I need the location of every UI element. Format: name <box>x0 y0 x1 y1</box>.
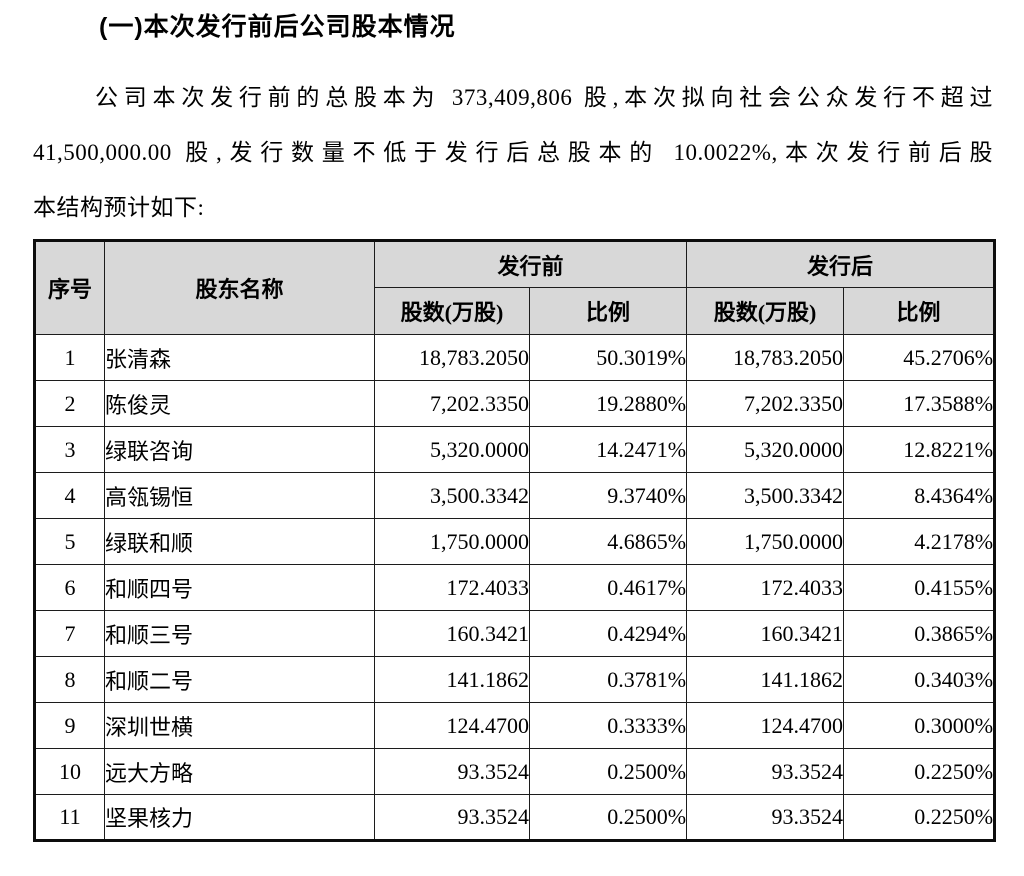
cell-post-shares: 93.3524 <box>686 748 845 795</box>
cell-shareholder-name: 和顺二号 <box>104 656 375 703</box>
cell-pre-shares: 7,202.3350 <box>374 380 530 427</box>
col-header-post-ratio: 比例 <box>843 287 996 335</box>
cell-post-ratio: 0.3865% <box>843 610 996 657</box>
cell-post-shares: 172.4033 <box>686 564 845 611</box>
cell-shareholder-name: 和顺三号 <box>104 610 375 657</box>
cell-pre-ratio: 4.6865% <box>528 518 688 565</box>
table-row: 4 高瓴锡恒 3,500.3342 9.3740% 3,500.3342 8.4… <box>34 472 996 519</box>
section-heading: (一)本次发行前后公司股本情况 <box>99 13 456 41</box>
table-row: 2 陈俊灵 7,202.3350 19.2880% 7,202.3350 17.… <box>34 380 996 427</box>
cell-index: 10 <box>34 748 105 795</box>
cell-pre-shares: 172.4033 <box>374 564 530 611</box>
cell-post-shares: 5,320.0000 <box>686 426 845 473</box>
cell-shareholder-name: 张清森 <box>104 334 375 381</box>
table-row: 9 深圳世横 124.4700 0.3333% 124.4700 0.3000% <box>34 702 996 749</box>
intro-paragraph: 公司本次发行前的总股本为 373,409,806 股,本次拟向社会公众发行不超过… <box>33 70 993 235</box>
cell-post-ratio: 45.2706% <box>843 334 996 381</box>
cell-post-ratio: 8.4364% <box>843 472 996 519</box>
cell-index: 2 <box>34 380 105 427</box>
cell-pre-ratio: 14.2471% <box>528 426 688 473</box>
paragraph-line-2: 41,500,000.00 股,发行数量不低于发行后总股本的 10.0022%,… <box>33 140 993 165</box>
cell-post-shares: 3,500.3342 <box>686 472 845 519</box>
cell-shareholder-name: 坚果核力 <box>104 794 375 841</box>
cell-pre-ratio: 0.2500% <box>528 748 688 795</box>
col-header-post-issue: 发行后 <box>686 240 996 288</box>
cell-pre-shares: 5,320.0000 <box>374 426 530 473</box>
cell-index: 9 <box>34 702 105 749</box>
cell-pre-ratio: 19.2880% <box>528 380 688 427</box>
cell-index: 4 <box>34 472 105 519</box>
paragraph-line-1: 公司本次发行前的总股本为 373,409,806 股,本次拟向社会公众发行不超过 <box>95 85 993 110</box>
cell-pre-ratio: 0.3333% <box>528 702 688 749</box>
cell-pre-ratio: 0.2500% <box>528 794 688 841</box>
cell-index: 8 <box>34 656 105 703</box>
cell-post-shares: 18,783.2050 <box>686 334 845 381</box>
cell-post-ratio: 12.8221% <box>843 426 996 473</box>
share-structure-table: 序号 股东名称 发行前 发行后 股数(万股) 比例 股数(万股) 比例 1 张清… <box>33 239 997 842</box>
col-header-index: 序号 <box>34 240 105 335</box>
cell-pre-ratio: 0.3781% <box>528 656 688 703</box>
cell-post-shares: 1,750.0000 <box>686 518 845 565</box>
cell-shareholder-name: 远大方略 <box>104 748 375 795</box>
col-header-post-shares: 股数(万股) <box>686 287 845 335</box>
cell-post-ratio: 0.2250% <box>843 748 996 795</box>
table-body: 1 张清森 18,783.2050 50.3019% 18,783.2050 4… <box>34 334 996 841</box>
cell-index: 7 <box>34 610 105 657</box>
cell-pre-shares: 3,500.3342 <box>374 472 530 519</box>
cell-post-ratio: 4.2178% <box>843 518 996 565</box>
cell-shareholder-name: 高瓴锡恒 <box>104 472 375 519</box>
cell-pre-shares: 160.3421 <box>374 610 530 657</box>
cell-post-ratio: 0.2250% <box>843 794 996 841</box>
cell-post-shares: 7,202.3350 <box>686 380 845 427</box>
cell-index: 5 <box>34 518 105 565</box>
col-header-pre-shares: 股数(万股) <box>374 287 530 335</box>
table-header-row-top: 序号 股东名称 发行前 发行后 <box>34 240 996 335</box>
cell-pre-shares: 18,783.2050 <box>374 334 530 381</box>
cell-pre-ratio: 9.3740% <box>528 472 688 519</box>
cell-pre-shares: 93.3524 <box>374 748 530 795</box>
cell-index: 6 <box>34 564 105 611</box>
cell-pre-ratio: 0.4294% <box>528 610 688 657</box>
table-row: 1 张清森 18,783.2050 50.3019% 18,783.2050 4… <box>34 334 996 381</box>
table-row: 6 和顺四号 172.4033 0.4617% 172.4033 0.4155% <box>34 564 996 611</box>
table-row: 5 绿联和顺 1,750.0000 4.6865% 1,750.0000 4.2… <box>34 518 996 565</box>
cell-index: 1 <box>34 334 105 381</box>
col-header-pre-ratio: 比例 <box>528 287 688 335</box>
cell-post-shares: 141.1862 <box>686 656 845 703</box>
cell-post-ratio: 17.3588% <box>843 380 996 427</box>
cell-shareholder-name: 绿联和顺 <box>104 518 375 565</box>
col-header-pre-issue: 发行前 <box>373 240 688 288</box>
cell-shareholder-name: 陈俊灵 <box>104 380 375 427</box>
cell-shareholder-name: 深圳世横 <box>104 702 375 749</box>
table-row: 11 坚果核力 93.3524 0.2500% 93.3524 0.2250% <box>34 794 996 841</box>
cell-post-shares: 93.3524 <box>686 794 845 841</box>
cell-shareholder-name: 绿联咨询 <box>104 426 375 473</box>
cell-pre-shares: 93.3524 <box>374 794 530 841</box>
cell-index: 3 <box>34 426 105 473</box>
cell-post-shares: 160.3421 <box>686 610 845 657</box>
paragraph-line-3: 本结构预计如下: <box>33 195 205 220</box>
cell-pre-ratio: 0.4617% <box>528 564 688 611</box>
table-header-row-sub: 股数(万股) 比例 股数(万股) 比例 <box>35 287 996 335</box>
col-header-shareholder: 股东名称 <box>104 240 375 335</box>
table-row: 8 和顺二号 141.1862 0.3781% 141.1862 0.3403% <box>34 656 996 703</box>
cell-post-ratio: 0.4155% <box>843 564 996 611</box>
cell-post-ratio: 0.3403% <box>843 656 996 703</box>
cell-pre-shares: 141.1862 <box>374 656 530 703</box>
cell-pre-shares: 1,750.0000 <box>374 518 530 565</box>
table-header: 序号 股东名称 发行前 发行后 股数(万股) 比例 股数(万股) 比例 <box>34 240 996 335</box>
table-row: 7 和顺三号 160.3421 0.4294% 160.3421 0.3865% <box>34 610 996 657</box>
document-page: (一)本次发行前后公司股本情况 公司本次发行前的总股本为 373,409,806… <box>0 12 1024 876</box>
cell-index: 11 <box>34 794 105 841</box>
cell-post-shares: 124.4700 <box>686 702 845 749</box>
cell-pre-ratio: 50.3019% <box>528 334 688 381</box>
table-row: 3 绿联咨询 5,320.0000 14.2471% 5,320.0000 12… <box>34 426 996 473</box>
cell-shareholder-name: 和顺四号 <box>104 564 375 611</box>
cell-post-ratio: 0.3000% <box>843 702 996 749</box>
table-row: 10 远大方略 93.3524 0.2500% 93.3524 0.2250% <box>34 748 996 795</box>
cell-pre-shares: 124.4700 <box>374 702 530 749</box>
